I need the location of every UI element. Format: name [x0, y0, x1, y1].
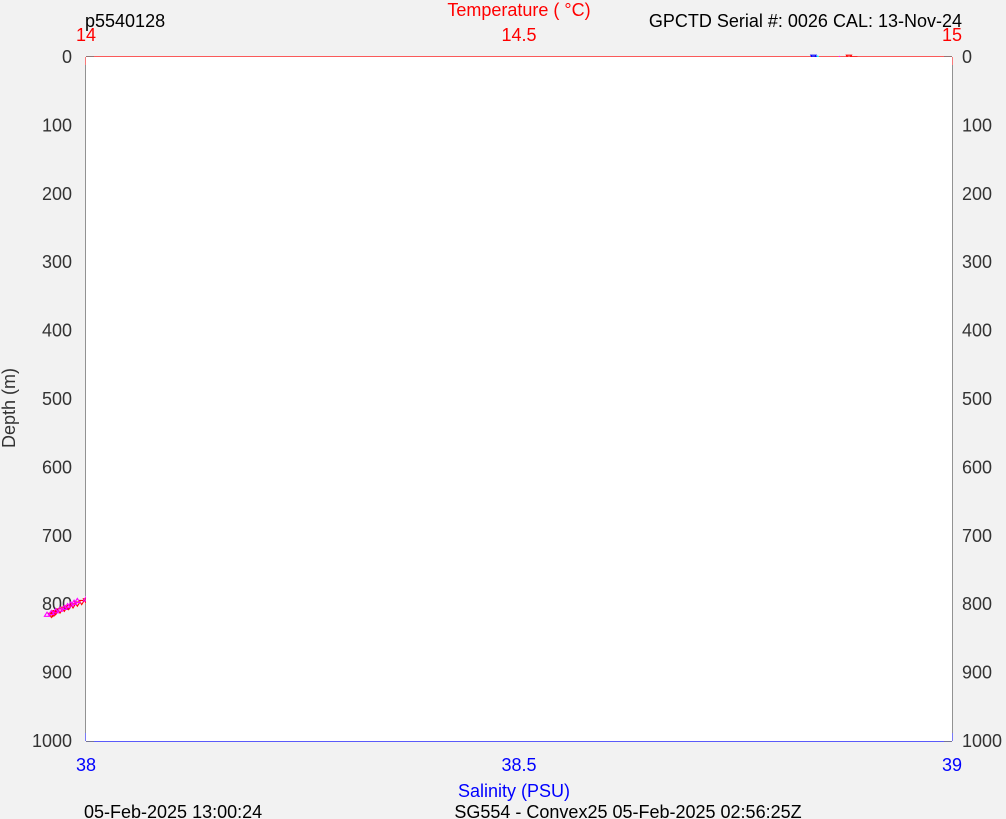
- salinity-tick-label: 38.5: [501, 755, 536, 775]
- temperature-tick-label: 14: [76, 25, 96, 45]
- y-tick-label: 300: [42, 252, 72, 272]
- y-tick-label: 1000: [32, 731, 72, 751]
- y-tick-label-right: 300: [962, 252, 992, 272]
- header-right-text: GPCTD Serial #: 0026 CAL: 13-Nov-24: [649, 11, 962, 31]
- y-tick-label-right: 400: [962, 321, 992, 341]
- y-tick-label-right: 700: [962, 526, 992, 546]
- y-tick-label: 200: [42, 184, 72, 204]
- header-left-text: p5540128: [85, 11, 165, 31]
- temperature-tick-label: 15: [942, 25, 962, 45]
- y-tick-label-right: 900: [962, 663, 992, 683]
- y-tick-label: 0: [62, 47, 72, 67]
- footer-center-text: SG554 - Convex25 05-Feb-2025 02:56:25Z: [454, 802, 801, 819]
- temperature-axis-label: Temperature ( °C): [447, 0, 590, 20]
- y-tick-label: 900: [42, 663, 72, 683]
- y-tick-label: 700: [42, 526, 72, 546]
- depth-axis-label: Depth (m): [0, 368, 19, 448]
- y-tick-label-right: 0: [962, 47, 972, 67]
- footer-left-text: 05-Feb-2025 13:00:24: [84, 802, 262, 819]
- y-tick-label-right: 100: [962, 115, 992, 135]
- salinity-tick-label: 39: [942, 755, 962, 775]
- salinity-axis-label: Salinity (PSU): [458, 781, 570, 801]
- salinity-tick-label: 38: [76, 755, 96, 775]
- y-tick-label-right: 1000: [962, 731, 1002, 751]
- y-tick-label-right: 500: [962, 389, 992, 409]
- temperature-tick-label: 14.5: [501, 25, 536, 45]
- y-tick-label-right: 800: [962, 594, 992, 614]
- plot-background: [86, 57, 952, 741]
- y-tick-label: 400: [42, 321, 72, 341]
- y-tick-label-right: 600: [962, 457, 992, 477]
- y-tick-label: 100: [42, 115, 72, 135]
- y-tick-label: 600: [42, 457, 72, 477]
- y-tick-label: 500: [42, 389, 72, 409]
- y-tick-label-right: 200: [962, 184, 992, 204]
